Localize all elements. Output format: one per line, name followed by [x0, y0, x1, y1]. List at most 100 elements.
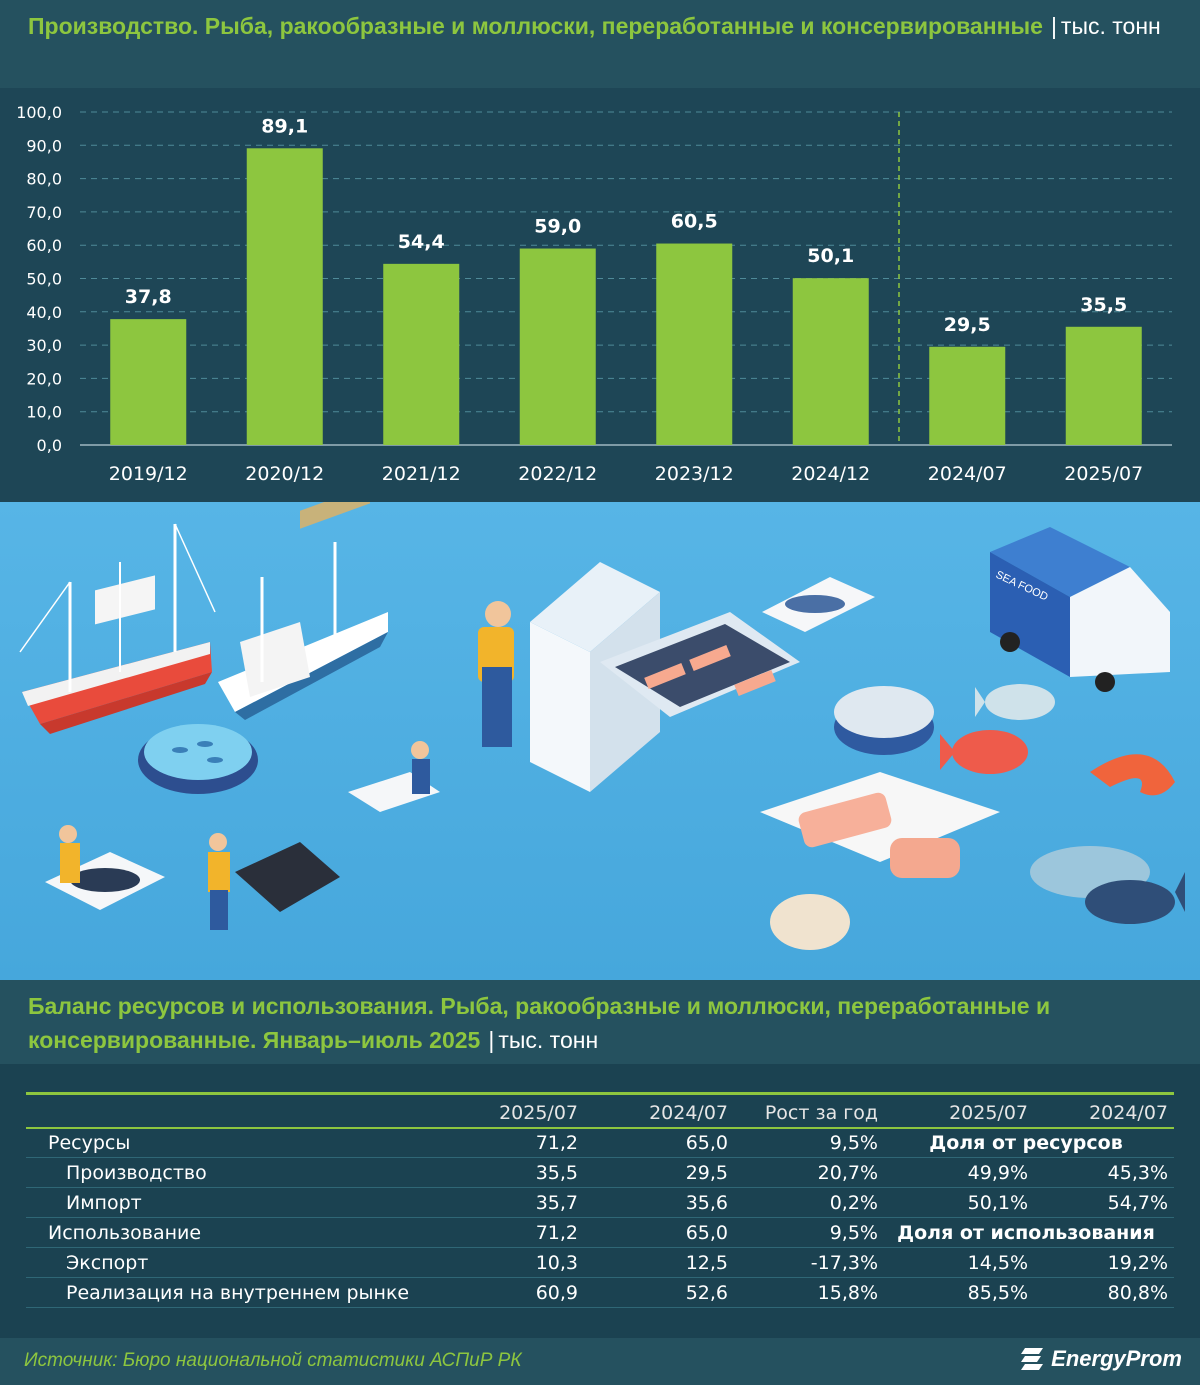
y-tick-label: 70,0 [26, 203, 62, 222]
row-label: Производство [26, 1157, 434, 1188]
bar [1065, 326, 1142, 445]
seafood-truck-icon: SEA FOOD [990, 527, 1170, 692]
data-label: 59,0 [534, 216, 581, 238]
cell-growth: 9,5% [734, 1217, 884, 1248]
x-tick-label: 2024/12 [791, 463, 870, 485]
table-row: Импорт 35,7 35,6 0,2% 50,1% 54,7% [26, 1187, 1174, 1218]
trawler-boat-icon [218, 502, 388, 720]
cell-share-2025: 49,9% [884, 1157, 1034, 1188]
fish-pond-icon [138, 724, 258, 794]
tin-can-icon [834, 686, 934, 755]
y-tick-label: 20,0 [26, 369, 62, 388]
cell-share-2025: 85,5% [884, 1277, 1034, 1308]
cell-share-2024: 54,7% [1034, 1187, 1174, 1218]
data-label: 29,5 [944, 314, 991, 336]
y-tick-label: 40,0 [26, 303, 62, 322]
group-header: Доля от использования [884, 1217, 1174, 1248]
row-label: Ресурсы [26, 1127, 434, 1158]
y-tick-label: 10,0 [26, 403, 62, 422]
cell-2025: 71,2 [434, 1217, 584, 1248]
cell-2024: 35,6 [584, 1187, 734, 1218]
cell-share-2024: 19,2% [1034, 1247, 1174, 1278]
y-tick-label: 0,0 [37, 436, 62, 455]
cell-2024: 52,6 [584, 1277, 734, 1308]
cell-share-2025: 14,5% [884, 1247, 1034, 1278]
cell-share-2024: 45,3% [1034, 1157, 1174, 1188]
cell-2025: 60,9 [434, 1277, 584, 1308]
x-tick-label: 2025/07 [1064, 463, 1143, 485]
data-label: 37,8 [125, 286, 172, 308]
fish-icon [940, 684, 1055, 774]
title-separator: | [1050, 13, 1057, 39]
row-label: Использование [26, 1217, 434, 1248]
table-row: Ресурсы 71,2 65,0 9,5% Доля от ресурсов [26, 1127, 1174, 1158]
y-tick-label: 80,0 [26, 170, 62, 189]
cell-2024: 12,5 [584, 1247, 734, 1278]
header-cell: 2024/07 [649, 1101, 728, 1124]
shrimp-icon [1090, 754, 1175, 796]
header-cell: 2025/07 [499, 1101, 578, 1124]
cell-share-2025: 50,1% [884, 1187, 1034, 1218]
header-cell: 2025/07 [949, 1101, 1028, 1124]
energyprom-logo-icon [1021, 1348, 1044, 1370]
fishing-boat-icon [19, 523, 216, 734]
table-row: Использование 71,2 65,0 9,5% Доля от исп… [26, 1217, 1174, 1248]
data-label: 89,1 [261, 115, 308, 137]
table-row: Экспорт 10,3 12,5 -17,3% 14,5% 19,2% [26, 1247, 1174, 1278]
x-tick-label: 2022/12 [518, 463, 597, 485]
y-tick-label: 30,0 [26, 336, 62, 355]
table-unit: тыс. тонн [498, 1027, 599, 1053]
x-tick-label: 2023/12 [655, 463, 734, 485]
balance-table: 2025/07 2024/07 Рост за год 2025/07 2024… [26, 1092, 1174, 1308]
table-header-row: 2025/07 2024/07 Рост за год 2025/07 2024… [26, 1093, 1174, 1128]
bar-chart-svg: 0,0 10,0 20,0 30,0 40,0 50,0 60,0 70,0 80,0 90,0 1… [16, 103, 1172, 485]
cell-2024: 65,0 [584, 1217, 734, 1248]
table-row: Реализация на внутреннем рынке 60,9 52,6… [26, 1277, 1174, 1308]
title-separator: | [488, 1027, 495, 1053]
chart-title: Производство. Рыба, ракообразные и моллю… [0, 0, 1200, 43]
table-title: Баланс ресурсов и использования. Рыба, р… [0, 980, 1200, 1057]
footer: Источник: Бюро национальной статистики А… [0, 1338, 1200, 1385]
x-tick-label: 2021/12 [382, 463, 461, 485]
header-cell [26, 1094, 434, 1128]
y-tick-label: 60,0 [26, 236, 62, 255]
bar [383, 263, 460, 445]
processing-line-icon [478, 562, 800, 792]
x-tick-label: 2024/07 [928, 463, 1007, 485]
bar [656, 243, 733, 445]
data-label: 50,1 [807, 245, 854, 267]
cell-2024: 65,0 [584, 1127, 734, 1158]
bar [929, 346, 1006, 445]
chart-title-band: Производство. Рыба, ракообразные и моллю… [0, 0, 1200, 88]
worker-table-icon [45, 741, 440, 930]
table-title-text: Баланс ресурсов и использования. Рыба, р… [28, 993, 1051, 1053]
cell-2025: 35,7 [434, 1187, 584, 1218]
row-label: Экспорт [26, 1247, 434, 1278]
table-row: Производство 35,5 29,5 20,7% 49,9% 45,3% [26, 1157, 1174, 1188]
cell-share-2024: 80,8% [1034, 1277, 1174, 1308]
row-label: Импорт [26, 1187, 434, 1218]
fish-trays-icon [760, 577, 1000, 950]
cell-growth: 20,7% [734, 1157, 884, 1188]
x-tick-label: 2019/12 [109, 463, 188, 485]
x-tick-label: 2020/12 [245, 463, 324, 485]
fish-processing-illustration: SEA FOOD [0, 502, 1200, 980]
bar [110, 319, 187, 445]
cell-2025: 71,2 [434, 1127, 584, 1158]
data-label: 60,5 [671, 211, 718, 233]
bar [792, 278, 869, 445]
group-header: Доля от ресурсов [884, 1127, 1174, 1158]
y-tick-label: 90,0 [26, 136, 62, 155]
data-label: 54,4 [398, 231, 445, 253]
balance-table-area: 2025/07 2024/07 Рост за год 2025/07 2024… [0, 1064, 1200, 1338]
header-cell: Рост за год [764, 1101, 878, 1124]
cell-2025: 10,3 [434, 1247, 584, 1278]
row-label: Реализация на внутреннем рынке [26, 1277, 434, 1308]
logo: EnergyProm [1019, 1346, 1182, 1372]
cell-growth: 9,5% [734, 1127, 884, 1158]
table-title-band: Баланс ресурсов и использования. Рыба, р… [0, 980, 1200, 1064]
chart-unit: тыс. тонн [1060, 13, 1161, 39]
bar [519, 248, 596, 445]
cell-2025: 35,5 [434, 1157, 584, 1188]
cell-2024: 29,5 [584, 1157, 734, 1188]
